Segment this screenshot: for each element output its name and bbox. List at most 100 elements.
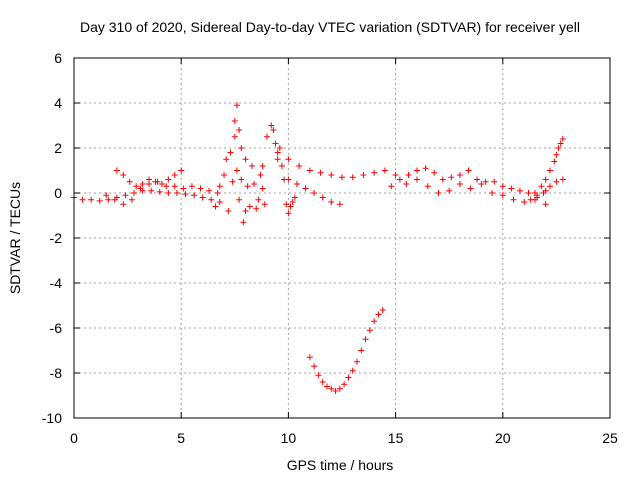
data-point-baseline-band-1 [79,196,86,203]
data-point-storm-cluster-1 [212,203,219,210]
data-point-decay-branch [306,167,313,174]
data-point-baseline-band-2 [128,196,135,203]
data-point-negative-arc [311,363,318,370]
data-point-negative-arc [319,379,326,385]
data-point-descending-branch [311,190,318,196]
data-point-afternoon-band [516,187,523,194]
data-point-negative-arc [349,367,356,374]
data-point-baseline-band-2 [188,183,195,190]
data-point-storm-cluster-1 [253,205,260,212]
data-point-baseline-band-3 [178,167,185,174]
data-point-baseline-band-1 [182,191,189,198]
data-point-storm-cluster-2 [259,163,266,169]
y-tick-label: -10 [42,410,62,426]
data-point-baseline-band-1 [105,196,112,203]
y-tick-label: 0 [54,185,62,201]
data-point-late-rise [559,136,566,142]
data-point-decay-branch [328,172,335,178]
data-point-afternoon-band [456,172,463,178]
y-tick-label: -4 [50,275,63,291]
data-point-afternoon-band [491,178,498,185]
data-point-negative-arc [341,381,348,388]
data-point-descending-branch [293,181,300,187]
data-point-baseline-band-2 [214,190,221,196]
data-point-storm-cluster-1 [223,156,230,163]
data-point-storm-cluster-2 [285,210,292,217]
y-tick-label: 4 [54,95,62,111]
data-point-baseline-band-2 [103,192,110,199]
data-point-baseline-band-1 [156,188,163,195]
data-point-afternoon-band [405,172,412,178]
data-point-decay-branch [381,167,388,174]
data-point-late-rise [542,176,549,183]
data-point-afternoon-band [439,176,446,183]
data-point-late-rise [555,145,562,151]
data-point-descending-branch [302,185,309,192]
data-point-baseline-band-2 [171,183,178,190]
data-point-decay-branch [296,163,303,169]
data-point-decay-branch [349,174,356,181]
y-tick-label: -2 [50,230,63,246]
data-point-decay-branch [274,149,281,156]
data-point-storm-cluster-1 [238,176,245,183]
grid-lines [74,58,610,418]
data-point-decay-branch [371,169,378,176]
data-point-negative-arc [375,311,382,318]
data-point-descending-branch [336,201,343,208]
data-point-baseline-band-3 [133,183,140,190]
data-point-afternoon-band [422,165,429,172]
data-point-late-rise [531,190,538,196]
y-tick-label: 6 [54,50,62,66]
data-point-afternoon-band [431,169,438,176]
data-point-baseline-band-3 [120,172,127,178]
plot-frame [73,57,611,419]
data-point-baseline-band-1 [173,190,180,196]
data-point-storm-cluster-1 [229,178,236,185]
data-point-late-rise [546,167,553,174]
data-point-negative-arc [306,354,313,361]
data-point-storm-cluster-2 [272,140,279,147]
data-point-baseline-band-2 [163,183,170,190]
y-tick-label: 2 [54,140,62,156]
data-point-storm-cluster-1 [238,145,245,151]
data-point-negative-arc [336,385,343,392]
data-point-afternoon-band-low [542,201,549,208]
data-point-baseline-band-2 [111,196,118,203]
data-point-baseline-band-1 [199,194,206,201]
data-point-baseline-band-1 [131,190,138,196]
data-point-negative-arc [323,383,330,390]
data-point-storm-cluster-2 [287,203,294,210]
data-point-baseline-band-3 [171,172,178,178]
data-point-afternoon-band [474,176,481,183]
data-point-baseline-band-1 [148,187,155,194]
data-point-storm-cluster-1 [216,183,223,190]
data-point-negative-arc [362,336,369,343]
data-point-descending-branch [319,194,326,201]
data-point-late-secondary [527,196,534,203]
data-point-late-secondary [546,183,553,190]
data-point-storm-cluster-1 [236,196,243,203]
data-point-baseline-band-3 [165,176,172,183]
data-point-afternoon-band-low [467,185,474,192]
data-point-negative-arc [328,385,335,392]
data-point-late-secondary [540,190,547,196]
data-point-storm-cluster-1 [231,118,238,124]
data-point-baseline-band-3 [139,181,146,187]
x-tick-label: 20 [495,430,511,446]
data-point-baseline-band-1 [88,196,95,203]
data-point-afternoon-band-low [424,183,431,190]
data-point-decay-branch [285,156,292,163]
data-point-afternoon-band [414,167,421,174]
x-tick-label: 0 [70,430,78,446]
data-point-baseline-band-3 [152,178,159,185]
data-point-storm-cluster-1 [244,183,251,190]
data-point-negative-arc [345,374,352,381]
data-point-baseline-band-1 [96,197,103,204]
data-point-afternoon-band [388,183,395,190]
data-point-afternoon-band [448,174,455,181]
x-axis-label: GPS time / hours [287,457,394,473]
data-point-late-rise [551,158,558,165]
data-point-storm-cluster-1 [248,163,255,169]
data-point-storm-cluster-2 [291,194,298,201]
